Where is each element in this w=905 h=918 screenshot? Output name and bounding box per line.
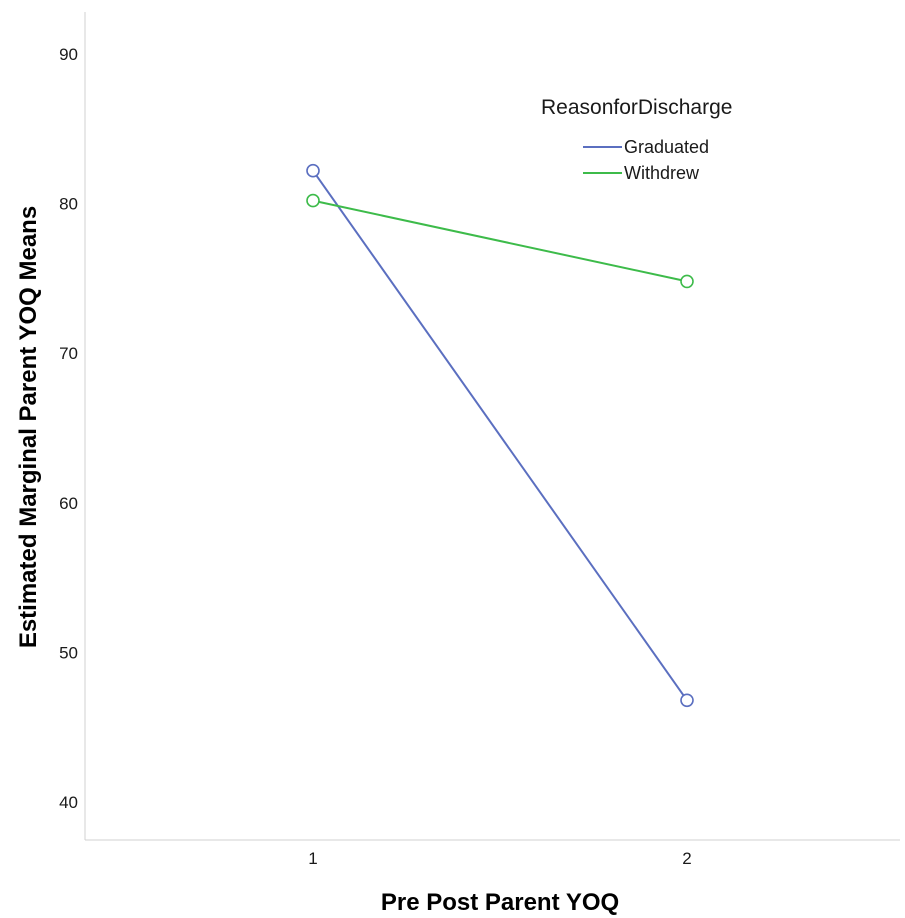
y-tick-label: 90 <box>59 45 78 64</box>
y-tick-label: 50 <box>59 643 78 662</box>
legend-title: ReasonforDischarge <box>541 96 732 119</box>
series-line-graduated <box>312 170 688 701</box>
legend-items: Graduated Withdrew <box>583 137 709 183</box>
y-axis-title: Estimated Marginal Parent YOQ Means <box>15 206 42 648</box>
y-tick-label: 60 <box>59 494 78 513</box>
x-axis-title: Pre Post Parent YOQ <box>381 889 619 916</box>
y-tick-label: 70 <box>59 344 78 363</box>
data-point-withdrew-1 <box>306 193 320 208</box>
data-point-graduated-1 <box>306 163 320 178</box>
legend-label-graduated: Graduated <box>624 137 709 157</box>
data-point-graduated-2 <box>680 693 694 708</box>
legend-label-withdrew: Withdrew <box>624 163 700 183</box>
legend: ReasonforDischarge Graduated Withdrew <box>541 96 732 183</box>
y-tick-label: 80 <box>59 195 78 214</box>
data-point-withdrew-2 <box>680 274 694 289</box>
x-tick-label: 2 <box>682 849 691 868</box>
series-layer <box>306 163 694 708</box>
series-line-withdrew <box>312 199 688 283</box>
y-tick-labels: 40 50 60 70 80 90 <box>59 45 78 812</box>
y-tick-label: 40 <box>59 793 78 812</box>
x-tick-label: 1 <box>308 849 317 868</box>
